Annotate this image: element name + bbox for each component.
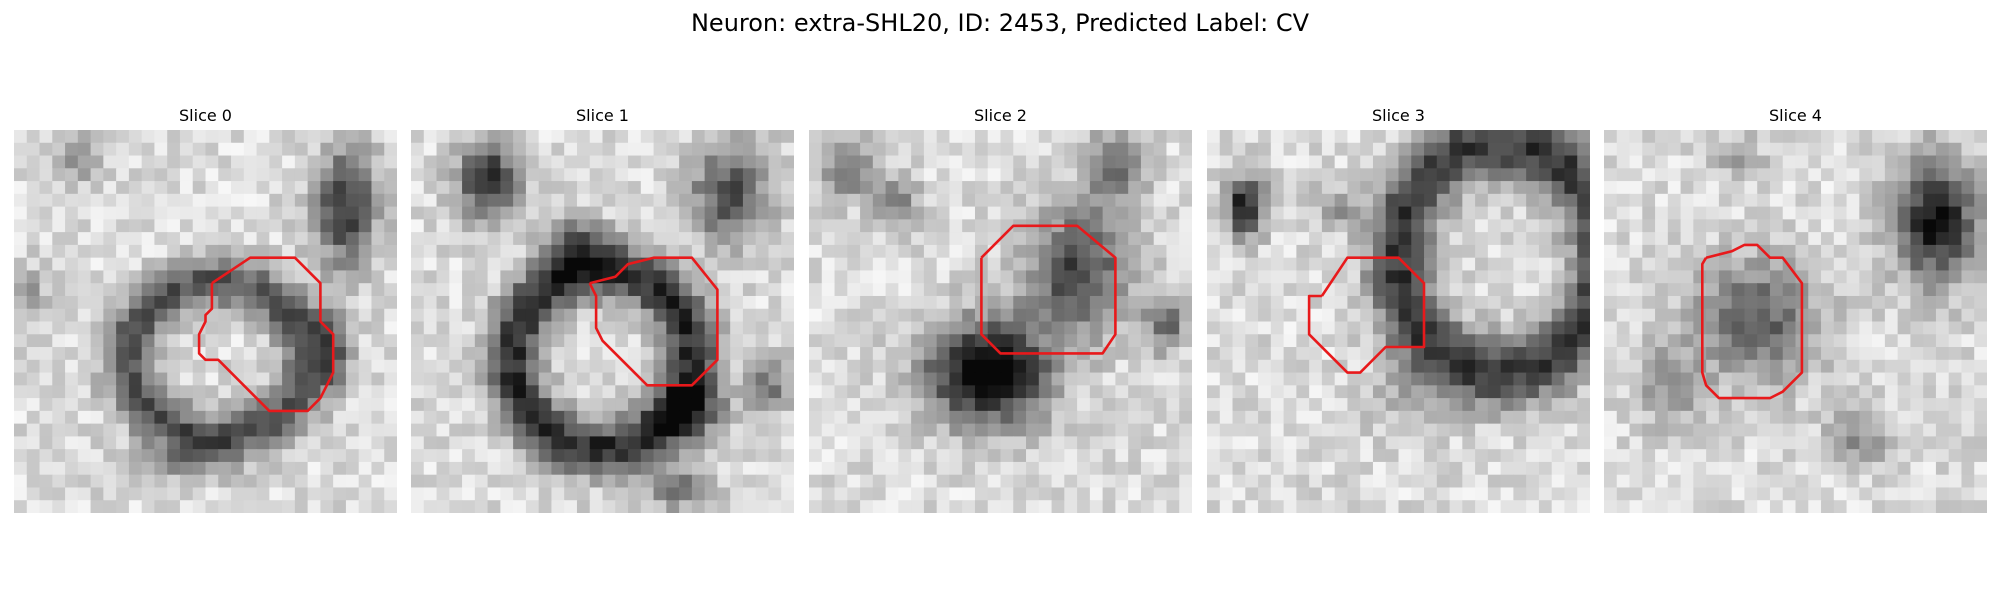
neuron-contour-0	[197, 256, 335, 413]
neuron-contour-2	[980, 224, 1117, 355]
slice-panel-0: Slice 0	[14, 106, 397, 513]
slice-title-2: Slice 2	[974, 106, 1027, 125]
neuron-contour-4	[1701, 243, 1804, 400]
slice-image-2	[809, 130, 1192, 513]
slice-title-4: Slice 4	[1769, 106, 1822, 125]
neuron-contour-3	[1307, 256, 1426, 374]
slice-panel-1: Slice 1	[411, 106, 794, 513]
slice-panel-3: Slice 3	[1207, 106, 1590, 513]
slice-title-3: Slice 3	[1372, 106, 1425, 125]
slice-image-1	[411, 130, 794, 513]
neuron-contour-1	[588, 256, 719, 387]
slice-image-0	[14, 130, 397, 513]
figure-title: Neuron: extra-SHL20, ID: 2453, Predicted…	[690, 9, 1310, 37]
slice-title-0: Slice 0	[179, 106, 232, 125]
slice-panel-4: Slice 4	[1604, 106, 1987, 513]
slice-panel-2: Slice 2	[809, 106, 1192, 513]
slice-title-1: Slice 1	[576, 106, 629, 125]
slice-image-4	[1604, 130, 1987, 513]
slice-image-3	[1207, 130, 1590, 513]
